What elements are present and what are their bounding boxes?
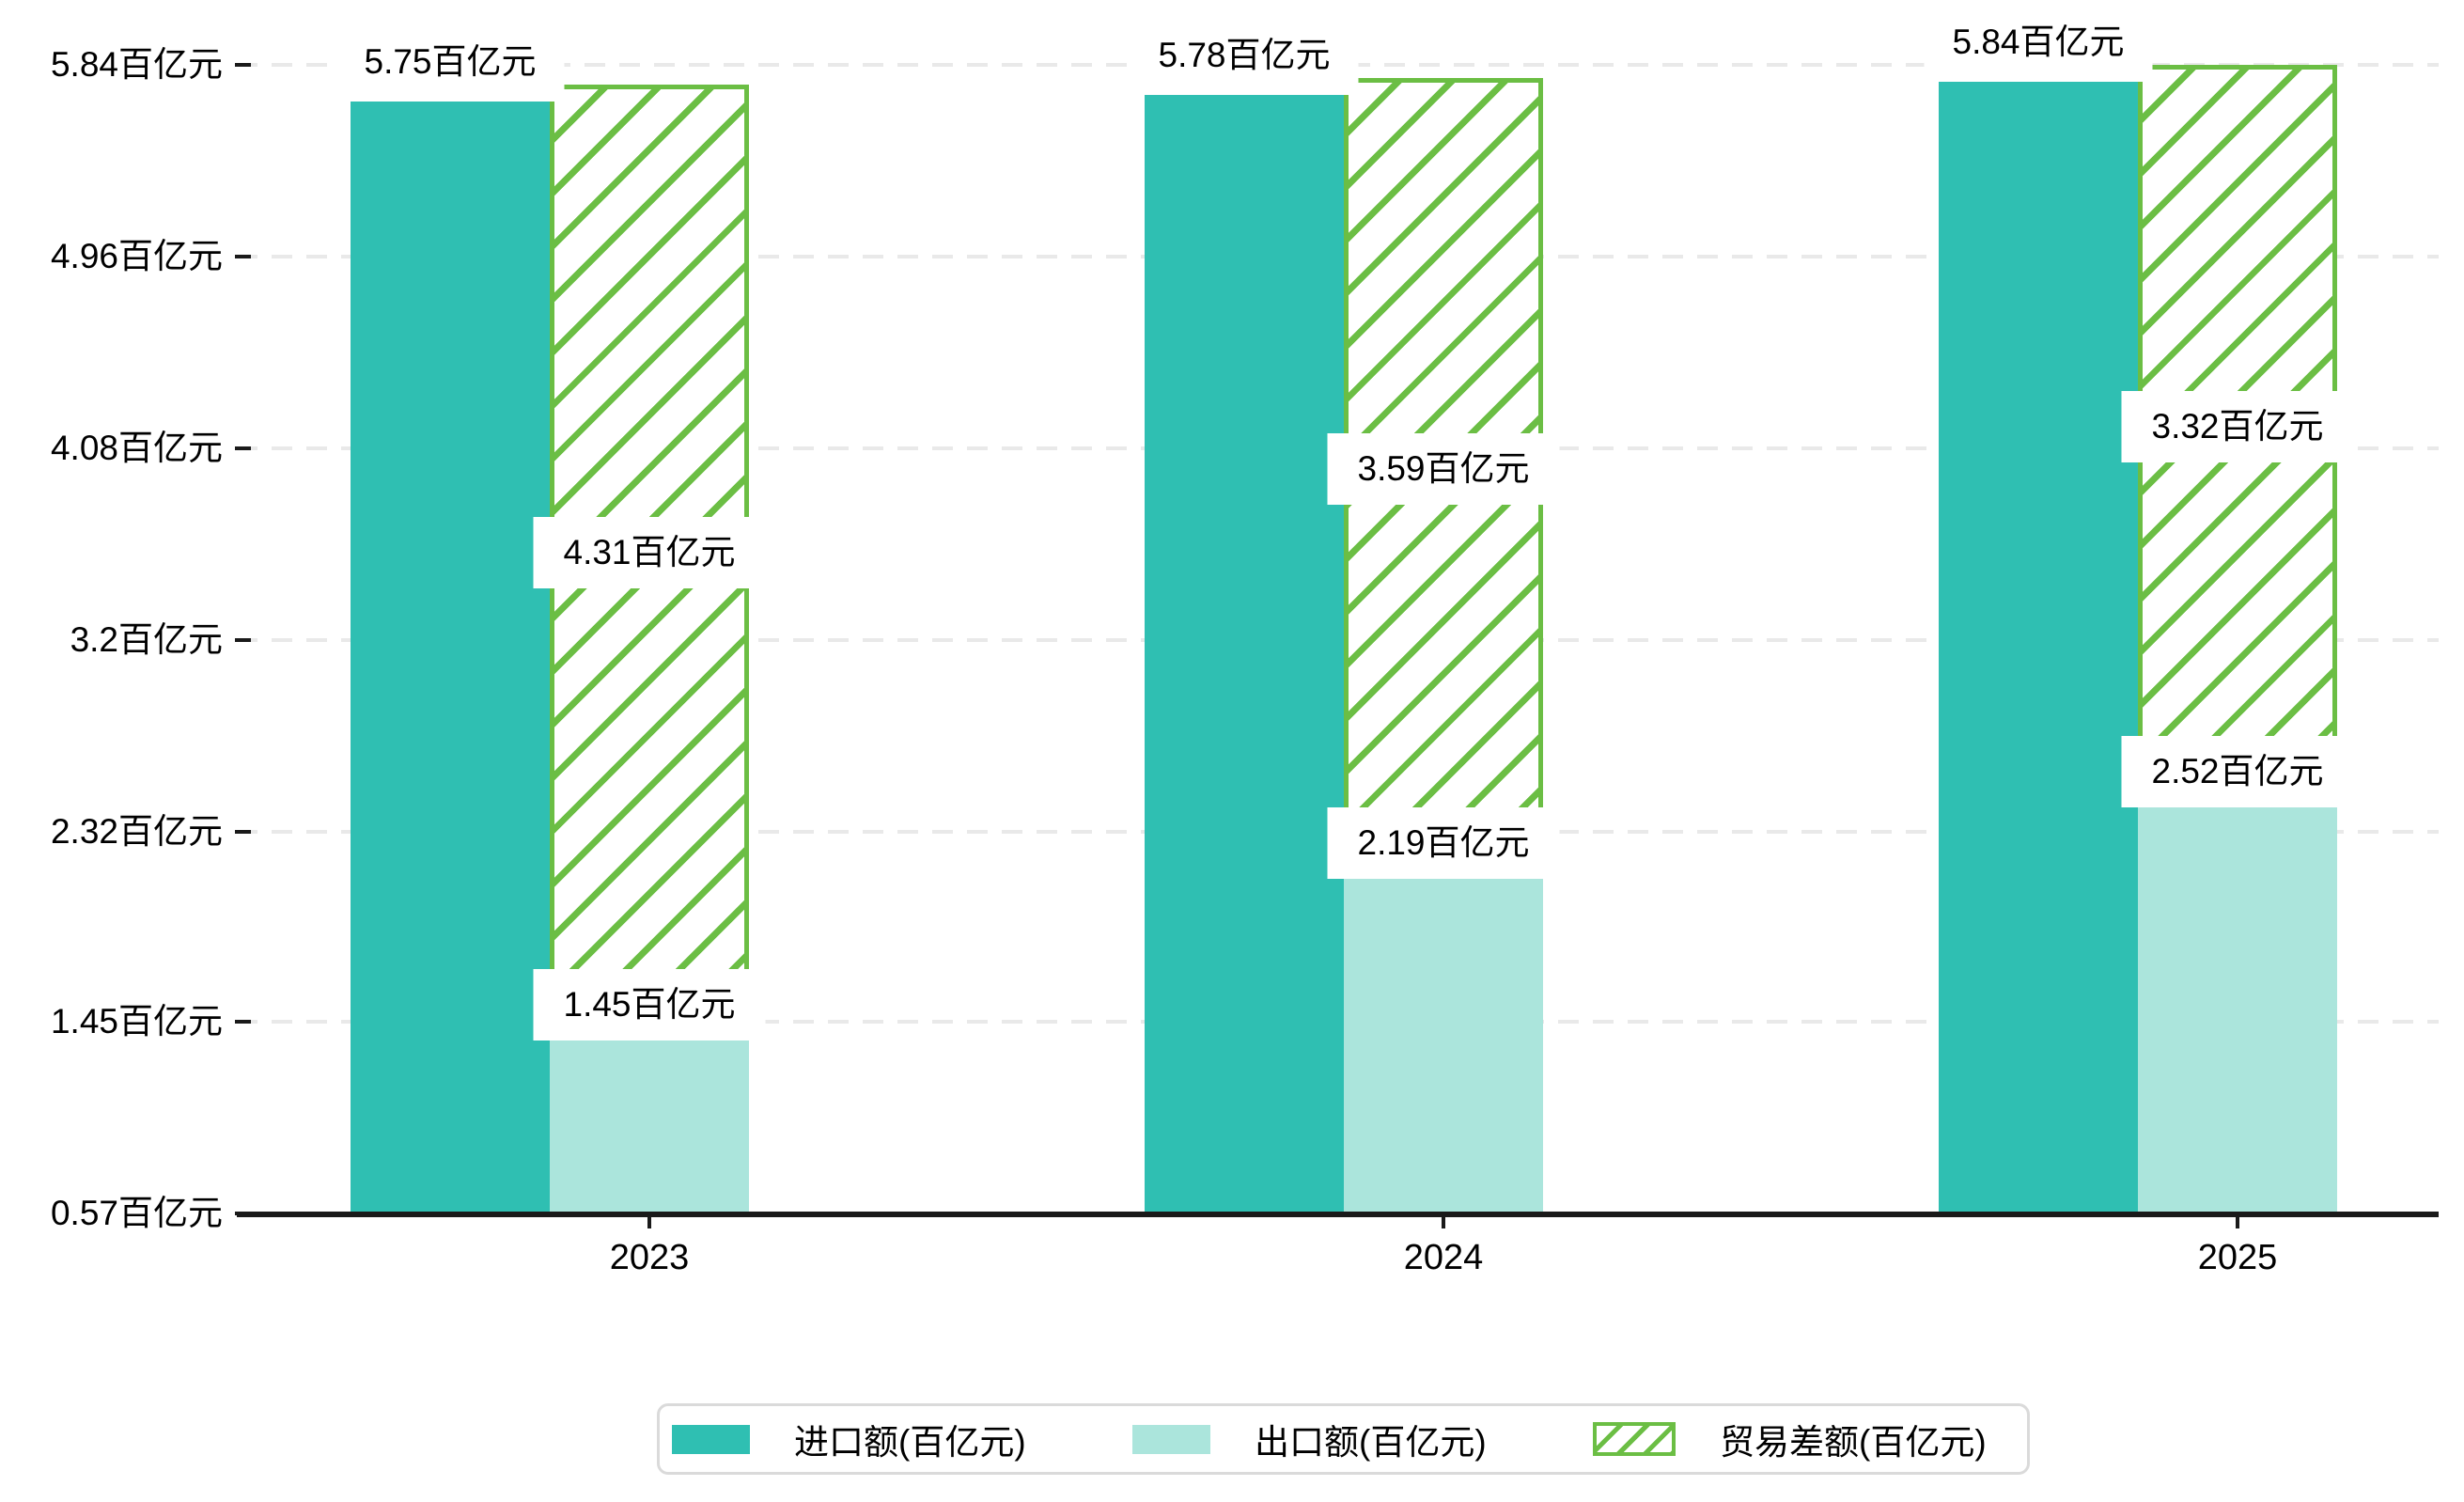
balance-value-label: 4.31百亿元: [533, 517, 766, 589]
x-tick-mark: [647, 1213, 651, 1228]
legend-item-balance: 贸易差额(百亿元): [1593, 1406, 1987, 1472]
x-tick-label-year: 2023: [609, 1238, 690, 1277]
x-tick-mark: [2236, 1213, 2239, 1228]
import-bar: [351, 84, 550, 1213]
import-bar: [1939, 65, 2138, 1213]
export-swatch-icon: [1132, 1424, 1210, 1454]
legend-label-import: 进口额(百亿元): [794, 1423, 1026, 1462]
legend-item-import: 进口额(百亿元): [672, 1406, 1026, 1472]
y-tick-label: 1.45百亿元: [50, 1001, 223, 1040]
export-value-label: 2.52百亿元: [2121, 735, 2354, 807]
import-value-label: 5.78百亿元: [1130, 23, 1359, 95]
export-value-label: 1.45百亿元: [533, 968, 766, 1040]
legend: 进口额(百亿元) 出口额(百亿元) 贸易差额(百亿元): [657, 1403, 2030, 1475]
y-tick-mark: [235, 830, 251, 835]
balance-value-label: 3.59百亿元: [1327, 433, 1560, 506]
y-tick-label: 5.84百亿元: [50, 45, 223, 84]
export-bar: [2138, 788, 2337, 1213]
x-tick-label-year: 2024: [1403, 1238, 1484, 1277]
y-tick-label: 3.2百亿元: [70, 620, 223, 660]
legend-item-export: 出口额(百亿元): [1132, 1406, 1487, 1472]
import-swatch-icon: [672, 1424, 750, 1454]
export-bar: [550, 1021, 749, 1213]
y-tick-label: 2.32百亿元: [50, 812, 223, 852]
x-tick-mark: [1442, 1213, 1445, 1228]
x-tick-label-year: 2025: [2197, 1238, 2278, 1277]
import-value-label: 5.84百亿元: [1924, 10, 2153, 82]
export-bar: [1344, 860, 1543, 1213]
y-tick-mark: [235, 446, 251, 451]
legend-label-balance: 贸易差额(百亿元): [1720, 1423, 1987, 1462]
balance-value-label: 3.32百亿元: [2121, 390, 2354, 462]
y-tick-mark: [235, 1019, 251, 1024]
y-tick-label: 4.96百亿元: [50, 237, 223, 276]
x-axis-line: [237, 1212, 2439, 1217]
y-tick-mark: [235, 63, 251, 67]
y-tick-label: 0.57百亿元: [50, 1194, 223, 1232]
import-bar: [1145, 77, 1344, 1213]
y-tick-mark: [235, 255, 251, 259]
y-tick-label: 4.08百亿元: [50, 429, 223, 468]
export-value-label: 2.19百亿元: [1327, 807, 1560, 880]
balance-hatch-swatch-icon: [1593, 1422, 1676, 1456]
y-tick-mark: [235, 638, 251, 643]
import-value-label: 5.75百亿元: [335, 29, 565, 102]
legend-label-export: 出口额(百亿元): [1255, 1423, 1487, 1462]
